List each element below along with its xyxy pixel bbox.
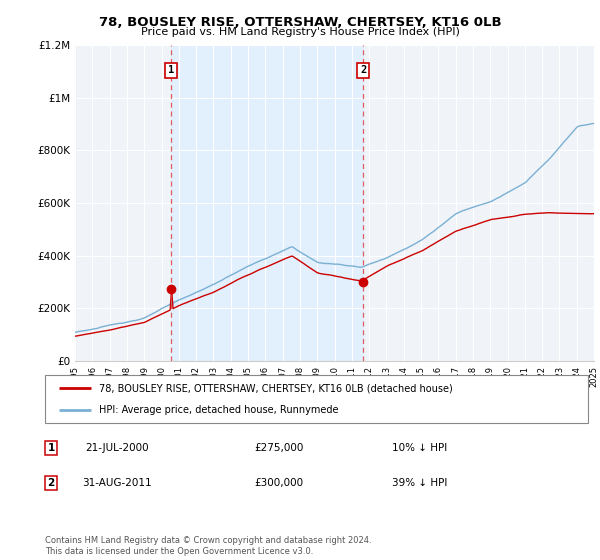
Text: 2: 2 <box>47 478 55 488</box>
Text: 10% ↓ HPI: 10% ↓ HPI <box>392 443 448 453</box>
Text: Price paid vs. HM Land Registry's House Price Index (HPI): Price paid vs. HM Land Registry's House … <box>140 27 460 37</box>
Text: Contains HM Land Registry data © Crown copyright and database right 2024.
This d: Contains HM Land Registry data © Crown c… <box>45 536 371 556</box>
Text: 39% ↓ HPI: 39% ↓ HPI <box>392 478 448 488</box>
Text: HPI: Average price, detached house, Runnymede: HPI: Average price, detached house, Runn… <box>100 405 339 415</box>
Text: £275,000: £275,000 <box>254 443 304 453</box>
Text: £300,000: £300,000 <box>254 478 304 488</box>
Bar <box>171 45 363 361</box>
FancyBboxPatch shape <box>45 375 588 423</box>
Text: 1: 1 <box>47 443 55 453</box>
Text: 31-AUG-2011: 31-AUG-2011 <box>82 478 152 488</box>
Text: 78, BOUSLEY RISE, OTTERSHAW, CHERTSEY, KT16 0LB: 78, BOUSLEY RISE, OTTERSHAW, CHERTSEY, K… <box>98 16 502 29</box>
Text: 2: 2 <box>360 65 367 75</box>
Text: 78, BOUSLEY RISE, OTTERSHAW, CHERTSEY, KT16 0LB (detached house): 78, BOUSLEY RISE, OTTERSHAW, CHERTSEY, K… <box>100 383 453 393</box>
Text: 1: 1 <box>168 65 174 75</box>
Text: 21-JUL-2000: 21-JUL-2000 <box>85 443 149 453</box>
